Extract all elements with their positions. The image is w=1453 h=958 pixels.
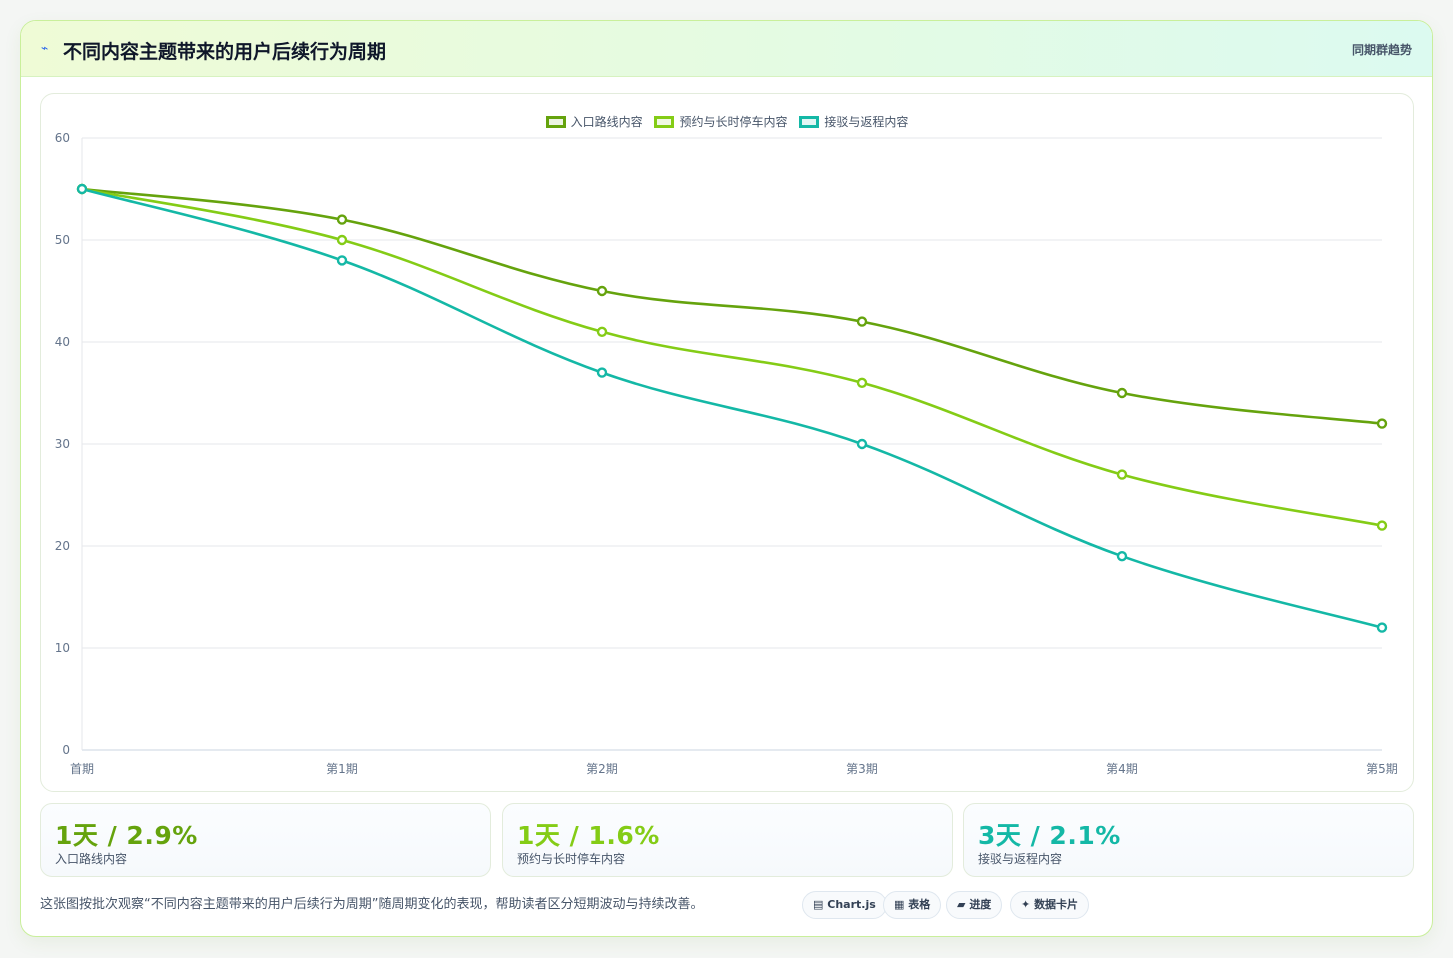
data-point: [336, 234, 348, 246]
x-tick-label: 首期: [70, 762, 94, 776]
legend-swatch: [545, 116, 566, 128]
y-tick-label: 0: [62, 743, 70, 757]
sparkle-icon: ✦: [1021, 898, 1031, 911]
stat-label: 入口路线内容: [55, 852, 128, 866]
y-tick-label: 10: [55, 641, 70, 655]
x-tick-label: 第3期: [846, 762, 878, 776]
series-line: [81, 187, 1383, 629]
x-tick-label: 第4期: [1106, 762, 1138, 776]
data-point: [856, 377, 868, 388]
pill-chartjs[interactable]: ▤ Chart.js: [802, 891, 887, 919]
x-tick-label: 第5期: [1366, 762, 1398, 776]
legend-label: 预约与长时停车内容: [679, 115, 788, 129]
data-point: [856, 316, 868, 327]
line-chart: 0 10 20 30 40 50 60 首期 第1期 第2期 第3期 第4期 第5期: [55, 131, 1398, 776]
stat-card-shuttle: 3天 / 2.1% 接驳与返程内容: [963, 803, 1414, 877]
pill-label: 进度: [969, 898, 992, 911]
chart-footnote: 这张图按批次观察“不同内容主题带来的用户后续行为周期”随周期变化的表现，帮助读者…: [40, 897, 704, 912]
data-point: [856, 438, 868, 450]
card-title: 不同内容主题带来的用户后续行为周期: [63, 41, 387, 63]
legend-swatch: [799, 116, 820, 128]
y-tick-label: 20: [55, 539, 70, 553]
card-header: ⌁ 不同内容主题带来的用户后续行为周期 同期群趋势: [21, 21, 1432, 77]
header-tag: 同期群趋势: [1351, 43, 1412, 57]
legend-item-shuttle[interactable]: 接驳与返程内容: [799, 113, 908, 130]
y-tick-label: 60: [55, 131, 70, 145]
stat-card-route: 1天 / 2.9% 入口路线内容: [40, 803, 491, 877]
data-point: [1376, 418, 1388, 429]
chart-icon: ▤: [813, 898, 824, 911]
data-point: [1376, 622, 1388, 633]
x-tick-label: 第2期: [586, 762, 618, 776]
y-tick-label: 40: [55, 335, 70, 349]
data-point: [1116, 551, 1128, 562]
pill-progress[interactable]: ▰ 进度: [946, 891, 1003, 919]
data-point: [596, 326, 608, 338]
data-point: [336, 255, 348, 266]
legend-swatch: [654, 116, 675, 128]
y-tick-label: 30: [55, 437, 70, 451]
series-line: [81, 187, 1383, 527]
data-point: [76, 183, 88, 195]
stat-value: 3天 / 2.1%: [978, 821, 1121, 850]
legend-item-parking[interactable]: 预约与长时停车内容: [654, 113, 788, 130]
chart-legend: 入口路线内容 预约与长时停车内容 接驳与返程内容: [41, 113, 1413, 130]
pill-label: 数据卡片: [1034, 898, 1079, 911]
pill-data-card[interactable]: ✦ 数据卡片: [1010, 891, 1090, 919]
series-line: [81, 187, 1383, 425]
stat-card-parking: 1天 / 1.6% 预约与长时停车内容: [502, 803, 953, 877]
stat-value: 1天 / 1.6%: [517, 821, 660, 850]
data-point: [336, 214, 348, 225]
pill-label: 表格: [908, 898, 931, 911]
sparkline-icon: ⌁: [41, 41, 49, 55]
data-point: [1116, 387, 1128, 399]
legend-label: 接驳与返程内容: [824, 115, 909, 129]
legend-item-route[interactable]: 入口路线内容: [545, 113, 643, 130]
stat-value: 1天 / 2.9%: [55, 821, 198, 850]
chart-container: 入口路线内容 预约与长时停车内容 接驳与返程内容 0 10 20 30 40 50 60 首期…: [40, 93, 1414, 792]
data-point: [1116, 469, 1128, 480]
data-point: [596, 285, 608, 297]
legend-label: 入口路线内容: [570, 115, 643, 129]
progress-icon: ▰: [957, 898, 966, 911]
y-tick-label: 50: [55, 233, 70, 247]
stat-label: 接驳与返程内容: [978, 852, 1063, 866]
pill-label: Chart.js: [827, 898, 876, 911]
table-icon: ▦: [894, 898, 905, 911]
x-tick-label: 第1期: [326, 762, 358, 776]
stat-label: 预约与长时停车内容: [517, 852, 626, 866]
data-point: [596, 367, 608, 378]
data-point: [1376, 520, 1388, 531]
pill-table[interactable]: ▦ 表格: [883, 891, 942, 919]
report-card: ⌁ 不同内容主题带来的用户后续行为周期 同期群趋势 入口路线内容 预约与长时停车…: [20, 20, 1433, 937]
